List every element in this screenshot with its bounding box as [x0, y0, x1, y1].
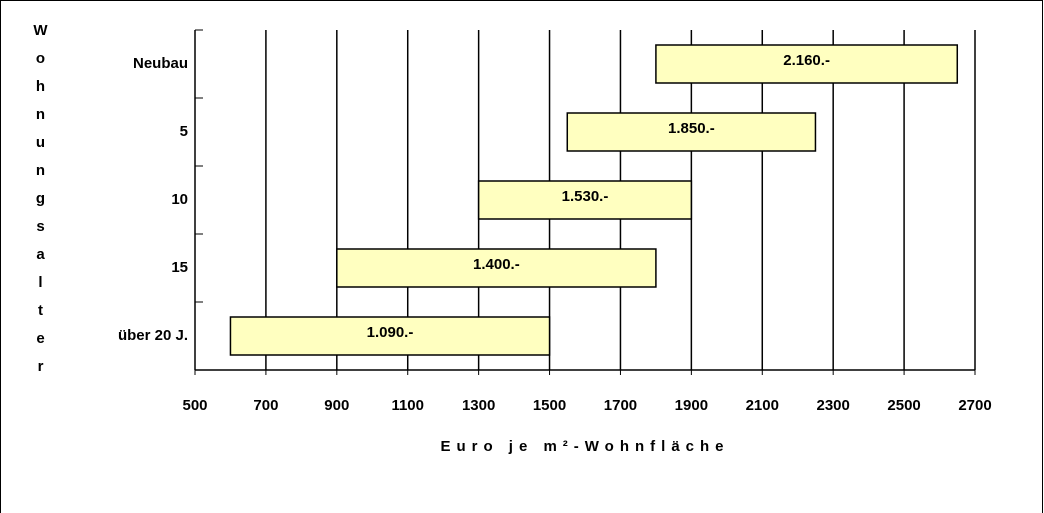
y-tick-label: 15	[171, 259, 188, 276]
bar-label: 2.160.-	[783, 52, 830, 69]
bar-label: 1.400.-	[473, 256, 520, 273]
y-tick-label: 10	[171, 191, 188, 208]
x-tick-label: 2300	[816, 397, 849, 414]
y-tick-label: über 20 J.	[118, 327, 188, 344]
x-tick-label: 700	[253, 397, 278, 414]
bar	[336, 248, 657, 288]
bar-label: 1.850.-	[668, 120, 715, 137]
bar	[229, 316, 551, 356]
bar-label: 1.530.-	[562, 188, 609, 205]
x-tick-label: 500	[182, 397, 207, 414]
bar	[477, 180, 693, 220]
bar-label: 1.090.-	[367, 324, 414, 341]
y-tick-label: Neubau	[133, 55, 188, 72]
x-tick-label: 1900	[675, 397, 708, 414]
x-axis-title: Euro je m²-Wohnfläche	[440, 438, 729, 455]
bar	[655, 44, 959, 84]
x-tick-label: 1100	[391, 397, 424, 414]
bar	[566, 112, 817, 152]
x-tick-label: 1500	[533, 397, 566, 414]
x-tick-label: 1300	[462, 397, 495, 414]
y-axis-title: Wohnungsalter	[32, 22, 49, 386]
x-tick-label: 1700	[604, 397, 637, 414]
x-tick-label: 2100	[746, 397, 779, 414]
x-tick-label: 2500	[887, 397, 920, 414]
y-tick-label: 5	[180, 123, 188, 140]
x-tick-label: 900	[324, 397, 349, 414]
x-tick-label: 2700	[958, 397, 991, 414]
